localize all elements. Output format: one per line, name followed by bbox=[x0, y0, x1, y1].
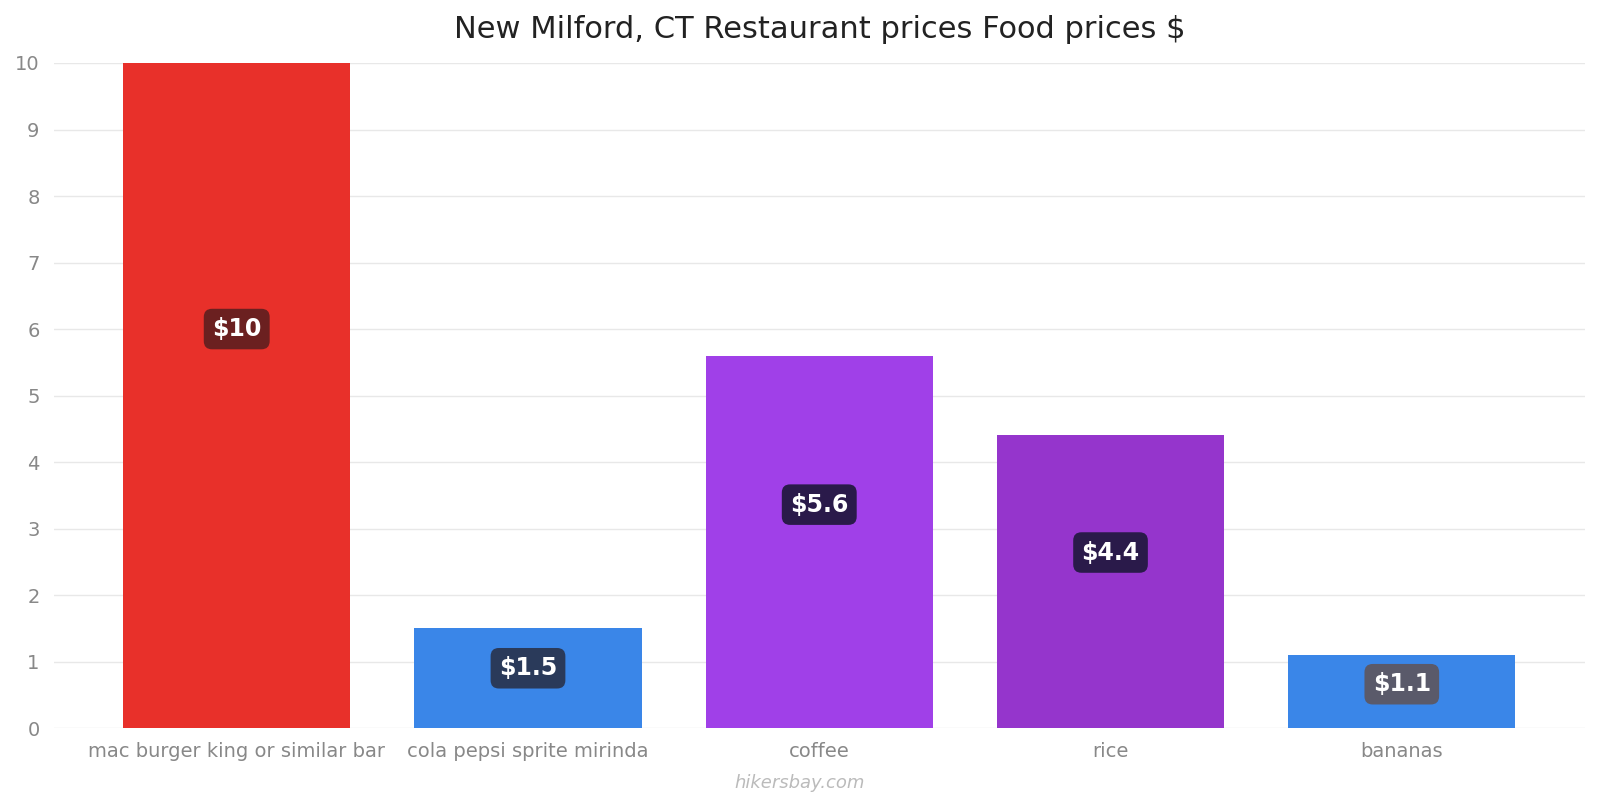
Text: $5.6: $5.6 bbox=[790, 493, 848, 517]
Text: hikersbay.com: hikersbay.com bbox=[734, 774, 866, 792]
Title: New Milford, CT Restaurant prices Food prices $: New Milford, CT Restaurant prices Food p… bbox=[453, 15, 1186, 44]
Bar bbox=[123, 63, 350, 728]
Bar bbox=[997, 435, 1224, 728]
Bar bbox=[414, 628, 642, 728]
Bar bbox=[706, 356, 933, 728]
Bar bbox=[1288, 655, 1515, 728]
Text: $4.4: $4.4 bbox=[1082, 541, 1139, 565]
Text: $1.5: $1.5 bbox=[499, 656, 557, 680]
Text: $10: $10 bbox=[213, 317, 261, 341]
Text: $1.1: $1.1 bbox=[1373, 672, 1430, 696]
